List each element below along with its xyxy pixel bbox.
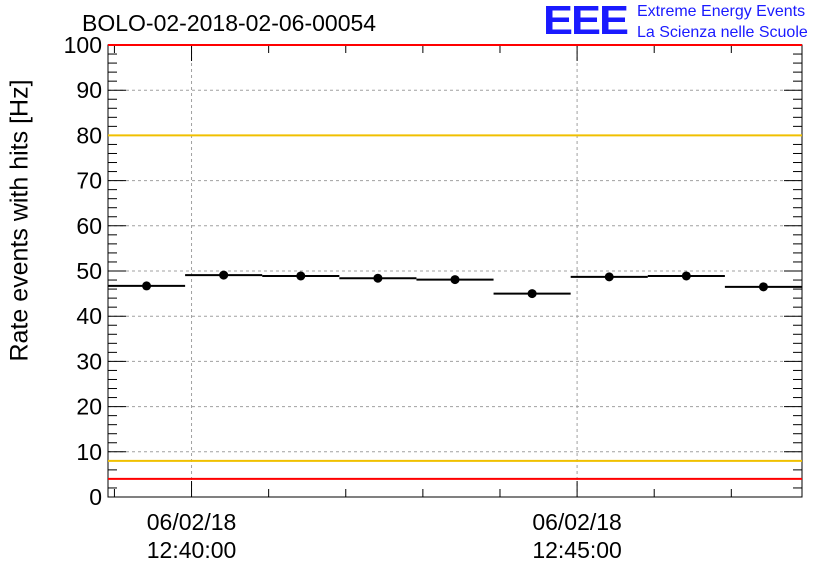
x-tick-label-date: 06/02/18 (147, 509, 237, 535)
data-point (373, 273, 383, 283)
y-tick-label: 100 (64, 32, 102, 58)
logo-line-2: La Scienza nelle Scuole (637, 24, 808, 41)
x-tick-label-date: 06/02/18 (532, 509, 622, 535)
data-point (450, 275, 460, 285)
data-point (604, 272, 614, 282)
y-tick-label: 50 (76, 258, 102, 284)
y-axis-label: Rate events with hits [Hz] (5, 79, 34, 362)
y-tick-label: 30 (76, 348, 102, 374)
y-tick-label: 10 (76, 439, 102, 465)
data-point (758, 282, 768, 292)
y-tick-label: 80 (76, 122, 102, 148)
x-tick-label-time: 12:45:00 (532, 537, 622, 563)
data-point (527, 289, 537, 299)
y-tick-label: 70 (76, 168, 102, 194)
data-point (219, 270, 229, 280)
eee-logo: EEE (543, 0, 629, 44)
y-tick-label: 20 (76, 394, 102, 420)
y-tick-label: 60 (76, 213, 102, 239)
x-tick-label-time: 12:40:00 (147, 537, 237, 563)
logo-line-1: Extreme Energy Events (637, 3, 806, 20)
chart-title: BOLO-02-2018-02-06-00054 (82, 10, 377, 36)
data-point (142, 281, 152, 291)
y-tick-label: 40 (76, 303, 102, 329)
data-point (296, 271, 306, 281)
y-tick-label: 90 (76, 77, 102, 103)
y-tick-label: 0 (89, 484, 102, 510)
data-point (681, 271, 691, 281)
